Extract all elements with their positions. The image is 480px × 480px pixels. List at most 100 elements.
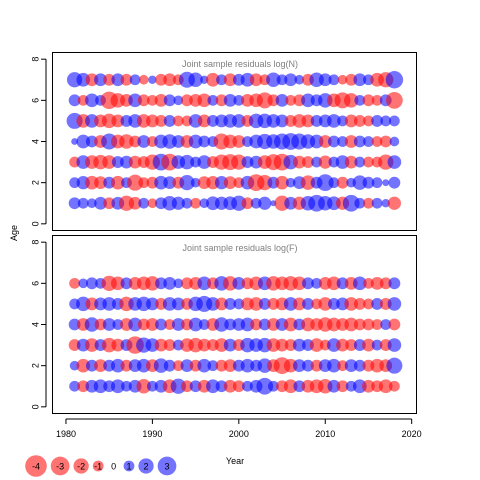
residual-bubble — [214, 317, 229, 332]
residual-bubble — [111, 73, 125, 87]
residual-bubble — [120, 277, 133, 290]
residual-bubble — [363, 277, 374, 289]
panel-log-n: Joint sample residuals log(N) 0 2 4 6 8 — [30, 52, 417, 231]
residual-bubble — [163, 73, 177, 87]
residual-bubble — [110, 358, 125, 373]
legend-bubble — [73, 458, 89, 474]
residual-bubble — [337, 360, 348, 372]
y-tick-label: 4 — [30, 139, 40, 144]
legend-label: 2 — [144, 462, 149, 472]
residual-bubble — [240, 358, 255, 373]
residual-bubble — [215, 380, 228, 393]
residual-bubble — [284, 73, 298, 87]
residual-bubble — [148, 75, 157, 84]
residual-bubble — [283, 379, 298, 394]
residual-bubble — [327, 114, 341, 128]
residual-bubble — [284, 339, 297, 351]
legend-bubble — [123, 460, 135, 472]
residual-bubble — [275, 93, 289, 107]
x-tick-label: 2020 — [402, 429, 422, 439]
legend-bubble — [157, 456, 177, 476]
panel-log-f-frame — [52, 235, 417, 414]
residual-bubble — [207, 94, 219, 106]
residual-bubble — [68, 197, 81, 210]
residual-bubble — [258, 196, 272, 210]
bubble-size-legend: -4 -3 -2 -1 0 1 2 3 — [25, 455, 177, 477]
panel-log-n-bubbles — [66, 71, 404, 212]
residual-bubble — [241, 156, 254, 168]
residual-bubble — [171, 196, 185, 210]
x-tick-label: 2010 — [315, 429, 335, 439]
residual-bubble — [336, 176, 349, 189]
residual-bubble — [336, 338, 349, 352]
residual-bubble — [69, 380, 81, 392]
residual-bubble — [362, 318, 375, 331]
residual-bubble — [292, 155, 306, 169]
residual-bubble — [110, 175, 125, 190]
residual-bubble — [68, 318, 81, 331]
residual-bubble — [197, 358, 212, 373]
residual-bubble — [232, 135, 246, 148]
legend-label: -2 — [77, 462, 85, 472]
residual-bubble — [353, 73, 367, 87]
residual-bubble — [231, 154, 247, 170]
residual-bubble — [206, 72, 220, 87]
residual-bubble — [155, 318, 167, 331]
residual-bubble — [363, 298, 374, 310]
residual-bubble — [344, 114, 358, 128]
residual-bubble — [388, 115, 400, 127]
residual-bubble — [179, 175, 195, 191]
residual-bubble — [181, 380, 193, 393]
residual-bubble — [110, 379, 125, 394]
residual-bubble — [371, 177, 383, 189]
residual-bubble — [344, 317, 359, 332]
residual-bubble — [302, 298, 314, 310]
residual-bubble — [327, 276, 341, 291]
residual-bubble — [206, 115, 219, 127]
residual-bubble — [371, 298, 384, 310]
residual-bubble — [94, 359, 107, 373]
residual-bubble — [318, 297, 333, 311]
residual-bubble — [380, 319, 392, 330]
residual-bubble — [180, 359, 194, 373]
residual-bubble — [78, 278, 89, 289]
residual-bubble — [387, 196, 402, 210]
residual-bubble — [292, 359, 306, 373]
residual-bubble — [190, 177, 201, 188]
residual-bubble — [387, 297, 402, 311]
residual-bubble — [94, 196, 107, 210]
residual-bubble — [76, 358, 91, 373]
residual-bubble — [362, 94, 375, 107]
residual-bubble — [344, 359, 358, 373]
residual-bubble — [188, 134, 203, 149]
residual-bubble — [112, 319, 124, 330]
residual-bubble — [146, 297, 159, 311]
legend-label: -4 — [32, 462, 40, 472]
residual-bubble — [153, 358, 169, 373]
residual-bubble — [385, 71, 404, 89]
residual-bubble — [163, 339, 176, 351]
residual-bubble — [285, 177, 296, 188]
residual-bubble — [388, 277, 401, 290]
residual-bubble — [285, 94, 297, 106]
residual-bubble — [200, 75, 209, 84]
residual-bubble — [352, 276, 367, 291]
residual-bubble — [388, 318, 401, 331]
residual-bubble — [197, 155, 212, 169]
residual-bubble — [275, 338, 289, 352]
residual-bubble — [120, 359, 133, 372]
legend-bubble — [138, 458, 154, 474]
residual-bubble — [137, 94, 150, 107]
legend-label: -3 — [56, 462, 64, 472]
residual-bubble — [189, 380, 202, 393]
residual-bubble — [197, 93, 212, 108]
residual-bubble — [256, 92, 273, 109]
legend-bubble — [25, 455, 47, 477]
legend-bubble — [50, 456, 70, 476]
residual-bubble — [353, 115, 366, 127]
residual-bubble — [371, 319, 383, 330]
residual-bubble — [71, 138, 79, 145]
residual-bubble — [77, 197, 89, 209]
residual-bubble — [354, 197, 366, 209]
residual-bubble — [102, 318, 116, 331]
